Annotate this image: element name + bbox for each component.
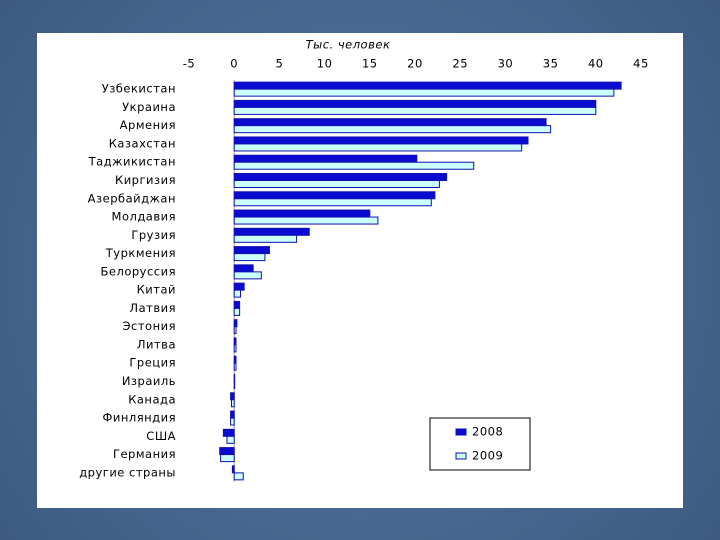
bar [233, 234, 298, 243]
bar [233, 161, 475, 170]
chart-title: Тыс. человек [306, 38, 391, 52]
y-tick-label: Белоруссия [101, 264, 177, 278]
x-tick-label: 35 [543, 57, 559, 71]
x-tick-label: 20 [407, 57, 423, 71]
bar [231, 465, 235, 474]
legend-label: 2009 [472, 449, 503, 463]
y-tick-label: США [146, 429, 176, 443]
y-tick-label: Туркмения [105, 246, 176, 260]
bar [230, 410, 235, 419]
bar [233, 143, 523, 152]
x-tick-label: 5 [275, 57, 283, 71]
bar [233, 344, 237, 353]
bar [233, 362, 237, 371]
y-tick-label: Казахстан [109, 136, 176, 150]
bar [233, 381, 236, 389]
bar [233, 264, 254, 273]
bar [233, 125, 552, 134]
bar [233, 337, 237, 346]
bar [233, 216, 379, 225]
y-tick-label: Украина [122, 100, 176, 114]
y-tick-label: Китай [137, 283, 176, 297]
bar [230, 417, 235, 426]
y-tick-label: Азербайджан [88, 191, 176, 205]
bar [233, 136, 529, 145]
bar [233, 198, 432, 207]
legend-label: 2008 [472, 425, 503, 439]
y-tick-label: Канада [128, 392, 176, 406]
bar [233, 118, 547, 127]
y-tick-label: другие страны [79, 465, 176, 479]
bar [233, 246, 270, 255]
bar [233, 271, 262, 280]
bar [233, 472, 244, 481]
bar [222, 428, 235, 437]
bar [233, 180, 440, 188]
x-tick-label: 10 [317, 57, 333, 71]
x-tick-label: 15 [362, 57, 378, 71]
legend-box [429, 417, 531, 471]
y-tick-label: Эстония [123, 319, 177, 333]
y-tick-label: Грузия [131, 228, 176, 242]
bar [233, 282, 245, 291]
x-tick-label: 45 [633, 57, 649, 71]
bar [233, 209, 371, 218]
bar [233, 326, 237, 335]
bar [233, 227, 310, 236]
y-tick-label: Армения [120, 118, 176, 132]
y-tick-label: Литва [137, 337, 176, 351]
y-tick-label: Финляндия [102, 411, 176, 425]
x-tick-label: 0 [230, 57, 238, 71]
x-tick-label: -5 [183, 57, 195, 71]
bar [233, 374, 236, 382]
bar [233, 99, 597, 108]
bar [233, 300, 241, 309]
bar [220, 454, 235, 463]
bar [233, 319, 238, 328]
x-tick-label: 25 [452, 57, 468, 71]
bar [233, 106, 597, 115]
bar [233, 355, 237, 364]
x-tick-label: 40 [588, 57, 604, 71]
y-tick-label: Германия [113, 447, 176, 461]
bar [226, 435, 235, 444]
y-tick-label: Греция [129, 356, 176, 370]
legend-swatch [455, 428, 467, 436]
y-tick-label: Молдавия [112, 210, 176, 224]
y-tick-label: Узбекистан [102, 82, 176, 96]
bar [233, 173, 448, 181]
x-tick-label: 30 [498, 57, 514, 71]
bar [233, 154, 418, 163]
y-tick-label: Латвия [129, 301, 176, 315]
bar [230, 399, 235, 408]
bar [233, 253, 266, 262]
y-tick-label: Таджикистан [88, 155, 176, 169]
bar [233, 81, 622, 90]
bar [233, 289, 242, 298]
y-tick-label: Киргизия [115, 173, 176, 187]
bar [233, 191, 436, 200]
y-tick-label: Израиль [122, 374, 176, 388]
bar [233, 88, 615, 97]
bar [219, 447, 235, 456]
bar [233, 307, 241, 316]
legend-swatch [455, 452, 467, 460]
bar [230, 392, 235, 401]
